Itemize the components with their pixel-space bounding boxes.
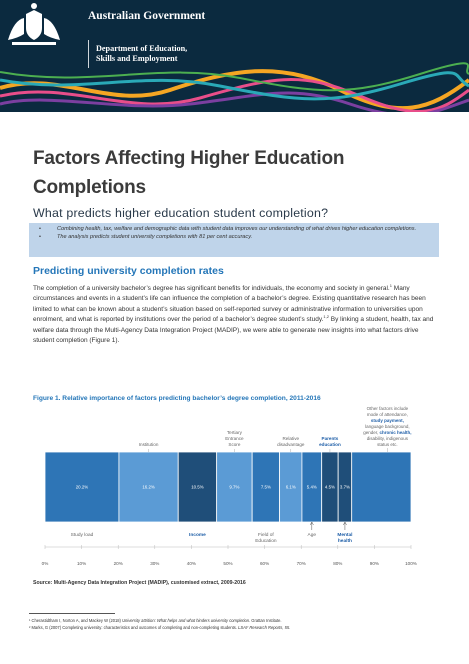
department-line-2: Skills and Employment [96, 54, 178, 63]
figure-title: Figure 1. Relative importance of factors… [33, 395, 321, 402]
data-label: 5.4% [307, 485, 317, 490]
section-heading: Predicting university completion rates [33, 265, 224, 277]
header-banner: Australian Government Department of Educ… [0, 0, 469, 112]
footnote-text: Grattan Institute. [250, 618, 282, 623]
segment-label: health [338, 538, 352, 544]
segment-label: Score [228, 442, 240, 447]
body-text: Many circumstances and events in a stude… [33, 285, 426, 324]
x-tick-label: 20% [114, 561, 123, 566]
other-factors-note-text: Other factors include [367, 406, 409, 411]
other-factors-note-text: study payment, [371, 418, 404, 423]
figure-source: Source: Multi-Agency Data Integration Pr… [33, 580, 246, 586]
footnote-title: LSAY Research Reports, 55. [238, 625, 291, 630]
x-tick-label: 50% [223, 561, 232, 566]
x-tick-label: 100% [405, 561, 417, 566]
x-tick-label: 0% [42, 561, 49, 566]
key-point: Combining health, tax, welfare and demog… [35, 225, 433, 233]
data-label: 20.2% [76, 485, 89, 490]
footnote-ref[interactable]: 1 [389, 283, 392, 288]
segment-label: Institution [139, 442, 159, 447]
data-label: 3.7% [340, 485, 350, 490]
body-text: The completion of a university bachelor’… [33, 285, 390, 292]
bar-segment [351, 451, 412, 523]
body-text: By linking a student, health, tax and we… [33, 316, 434, 345]
decorative-waves [0, 62, 469, 112]
bar-segment [44, 451, 120, 523]
page-title: Factors Affecting Higher Education Compl… [33, 148, 345, 198]
segment-label: Field of [258, 532, 274, 538]
footnote-2: ² Marks, G (2007) Completing university:… [29, 624, 444, 631]
chart-svg: 0% 10% 20% 30% 40% 50% 60% 70% 80% 90% 100% 20.2% St… [42, 406, 417, 566]
footnote-text: ¹ Cherastidtham I, Norton A, and Mackey … [29, 618, 123, 623]
other-factors-note-text: disability, indigenous [367, 436, 409, 441]
department-name: Department of Education, Skills and Empl… [96, 44, 187, 64]
footnote-divider [29, 613, 115, 614]
other-factors-note-text: status etc. [377, 442, 398, 447]
segment-label: Parents [322, 436, 339, 441]
segment-label: Age [308, 532, 317, 538]
segment-label: education [319, 442, 341, 447]
segment-label: Income [189, 532, 206, 538]
other-factors-note-text: gender, [363, 430, 379, 435]
x-tick-label: 30% [150, 561, 159, 566]
data-label: 6.1% [286, 485, 296, 490]
key-point: The analysis predicts student university… [35, 233, 433, 241]
x-tick-label: 90% [370, 561, 379, 566]
other-factors-note-line: gender, chronic health, [363, 430, 411, 435]
segment-label: Study load [71, 532, 94, 538]
x-tick-label: 80% [333, 561, 342, 566]
segment-label: Relative [282, 436, 299, 441]
page-subtitle: What predicts higher education student c… [33, 206, 329, 220]
data-label: 9.7% [229, 485, 239, 490]
other-factors-note-line: mode of attendance, [367, 412, 408, 417]
footnotes: ¹ Cherastidtham I, Norton A, and Mackey … [29, 617, 444, 631]
completion-factors-chart: 0% 10% 20% 30% 40% 50% 60% 70% 80% 90% 100% 20.2% St… [33, 405, 433, 575]
segment-label: Entrance [225, 436, 244, 441]
data-label: 16.2% [142, 485, 155, 490]
arrow-head-icon [343, 521, 347, 526]
segment-label: Mental [337, 532, 352, 538]
x-tick-label: 60% [260, 561, 269, 566]
other-factors-note-text: language background, [365, 424, 410, 429]
x-tick-label: 40% [187, 561, 196, 566]
x-tick-label: 10% [77, 561, 86, 566]
segment-label: Education [255, 538, 277, 544]
other-factors-note-line: disability, indigenous [367, 436, 409, 441]
key-points-box: Combining health, tax, welfare and demog… [29, 223, 439, 257]
footnote-title: University attrition: What helps and wha… [122, 618, 251, 623]
x-tick-label: 70% [297, 561, 306, 566]
body-paragraph: The completion of a university bachelor’… [33, 284, 441, 346]
footnote-ref[interactable]: 1,2 [323, 314, 329, 320]
data-label: 4.5% [325, 485, 335, 490]
other-factors-note-text: chronic health, [379, 430, 411, 435]
other-factors-note-line: language background, [365, 424, 410, 429]
data-label: 7.5% [261, 485, 271, 490]
other-factors-note-line: status etc. [377, 442, 398, 447]
coat-of-arms-icon [8, 3, 60, 45]
bar-segment [177, 451, 218, 523]
other-factors-note-line: study payment, [371, 418, 404, 423]
government-name: Australian Government [88, 10, 206, 22]
footnote-text: ² Marks, G (2007) Completing university:… [29, 625, 239, 630]
footnote-1: ¹ Cherastidtham I, Norton A, and Mackey … [29, 617, 444, 624]
other-factors-note-text: mode of attendance, [367, 412, 408, 417]
arrow-head-icon [309, 521, 314, 526]
segment-label: Tertiary [227, 430, 243, 435]
other-factors-note-line: Other factors include [367, 406, 409, 411]
segment-label: disadvantage [277, 442, 305, 447]
data-label: 10.5% [191, 485, 204, 490]
header-divider [88, 40, 89, 68]
department-line-1: Department of Education, [96, 44, 188, 53]
